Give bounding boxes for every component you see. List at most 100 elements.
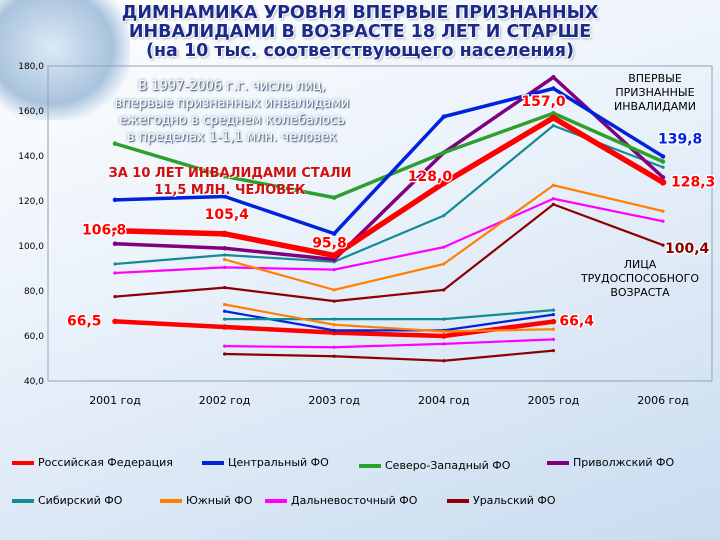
- data-label: 100,4: [665, 241, 710, 257]
- lbl-top-line-2: ПРИЗНАННЫЕ: [615, 86, 695, 99]
- series-point-first-disabled-1: [112, 197, 118, 203]
- series-point-working-age-4: [223, 344, 227, 348]
- series-point-first-disabled-1: [222, 194, 227, 199]
- total-note-line-2: 11,5 МЛН. ЧЕЛОВЕК: [154, 183, 306, 198]
- series-line-working-age-4: [223, 338, 555, 349]
- series-point-first-disabled-2: [551, 111, 556, 116]
- series-point-working-age-5: [223, 352, 227, 356]
- lbl-bottom-line-2: ТРУДОСПОСОБНОГО: [580, 272, 700, 285]
- legend-swatch: [12, 499, 34, 503]
- data-label: 139,8: [658, 131, 702, 147]
- lbl-bottom-line-1: ЛИЦА: [623, 258, 657, 271]
- series-point-first-disabled-0: [440, 179, 448, 187]
- series-line-working-age-5: [223, 349, 555, 362]
- series-point-first-disabled-5: [551, 183, 556, 187]
- y-tick-label: 160,0: [18, 107, 44, 117]
- series-point-first-disabled-0: [550, 114, 557, 121]
- data-label: 95,8: [312, 235, 347, 251]
- title-line-1: ДИМНАМИКА УРОВНЯ ВПЕРВЫЕ ПРИЗНАННЫХ: [121, 3, 599, 23]
- series-point-working-age-0: [550, 318, 557, 325]
- x-tick-label: 2006 год: [637, 394, 689, 407]
- series-line-first-disabled-3: [113, 75, 665, 262]
- y-tick-label: 140,0: [18, 152, 44, 162]
- series-point-first-disabled-0: [659, 179, 667, 186]
- x-tick-label: 2003 год: [308, 394, 360, 407]
- y-tick-label: 100,0: [18, 242, 44, 252]
- series-point-first-disabled-4: [113, 262, 117, 266]
- series-line-first-disabled-1: [113, 86, 665, 236]
- chart-data-labels: 106,8 105,4 95,8 128,0 157,0 128,3 139,8 100,4 6…: [66, 93, 717, 331]
- series-point-first-disabled-2: [441, 150, 447, 155]
- series-point-first-disabled-5: [442, 262, 446, 266]
- summary-note-line-4: в пределах 1-1,1 млн. человек: [127, 130, 337, 145]
- summary-note: В 1997-2006 г.г. число лиц, впервые приз…: [82, 78, 382, 146]
- data-label: 66,5: [67, 313, 102, 329]
- series-point-first-disabled-4: [442, 214, 446, 218]
- series-point-first-disabled-7: [113, 295, 117, 299]
- series-point-first-disabled-0: [111, 227, 119, 234]
- legend-label: Уральский ФО: [473, 494, 556, 507]
- series-point-working-age-2: [442, 317, 446, 321]
- series-point-first-disabled-2: [331, 195, 337, 200]
- data-label: 128,0: [408, 169, 453, 185]
- legend-swatch: [547, 461, 569, 465]
- summary-note-line-1: В 1997-2006 г.г. число лиц,: [138, 79, 326, 94]
- series-point-first-disabled-6: [332, 268, 336, 272]
- series-point-working-age-3: [551, 327, 556, 331]
- legend-swatch: [265, 499, 287, 503]
- series-point-first-disabled-4: [551, 124, 556, 128]
- summary-note-line-3: ежегодно в среднем колебалось: [119, 113, 345, 128]
- surgeon-photo: [0, 0, 130, 120]
- y-tick-label: 180,0: [18, 62, 44, 72]
- x-tick-label: 2001 год: [89, 394, 141, 407]
- series-point-working-age-2: [332, 317, 336, 321]
- data-label: 106,8: [82, 223, 126, 239]
- chart-axes: 40,0 60,0 80,0 100,0 120,0 140,0 160,0 180,0 200…: [18, 62, 713, 407]
- data-label: 105,4: [205, 207, 250, 223]
- series-line-working-age-1: [223, 310, 555, 332]
- lbl-top-line-1: ВПЕРВЫЕ: [628, 72, 682, 85]
- legend-label: Северо-Западный ФО: [385, 459, 511, 472]
- series-point-working-age-5: [551, 349, 556, 353]
- data-label: 66,4: [559, 314, 594, 330]
- legend-label: Приволжский ФО: [573, 456, 675, 469]
- series-point-first-disabled-3: [551, 75, 556, 80]
- series-point-first-disabled-6: [223, 265, 227, 269]
- series-point-first-disabled-1: [660, 154, 666, 159]
- series-point-first-disabled-4: [223, 253, 227, 257]
- series-point-working-age-2: [223, 317, 227, 321]
- series-point-first-disabled-6: [113, 271, 117, 275]
- series-point-first-disabled-3: [222, 246, 227, 251]
- series-point-first-disabled-7: [551, 202, 556, 206]
- legend-swatch: [359, 464, 381, 468]
- y-tick-label: 120,0: [18, 197, 44, 207]
- legend-swatch: [160, 499, 182, 503]
- series-point-first-disabled-2: [112, 141, 118, 146]
- chart-lines: [111, 75, 667, 363]
- series-line-first-disabled-6: [113, 197, 665, 275]
- series-point-working-age-4: [551, 337, 556, 341]
- legend-swatch: [12, 461, 34, 465]
- series-point-working-age-5: [332, 354, 336, 358]
- series-point-working-age-1: [223, 309, 227, 313]
- series-point-working-age-4: [332, 345, 336, 349]
- y-tick-label: 80,0: [24, 287, 44, 297]
- series-point-first-disabled-6: [442, 245, 446, 249]
- y-tick-label: 40,0: [24, 377, 44, 387]
- total-note-line-1: ЗА 10 ЛЕТ ИНВАЛИДАМИ СТАЛИ: [108, 166, 352, 181]
- x-tick-label: 2004 год: [418, 394, 470, 407]
- series-point-first-disabled-7: [332, 299, 336, 303]
- series-point-working-age-1: [332, 328, 336, 332]
- series-line-working-age-3: [223, 303, 555, 333]
- series-point-first-disabled-5: [661, 209, 665, 213]
- legend-label: Российская Федерация: [38, 456, 173, 469]
- series-line-first-disabled-4: [113, 124, 665, 266]
- series-point-first-disabled-6: [661, 219, 665, 223]
- lbl-top-line-3: ИНВАЛИДАМИ: [614, 100, 696, 113]
- series-point-working-age-0: [112, 318, 118, 325]
- y-tick-label: 60,0: [24, 332, 44, 342]
- legend-swatch: [202, 461, 224, 465]
- series-point-working-age-3: [223, 302, 227, 307]
- series-point-first-disabled-7: [442, 288, 446, 292]
